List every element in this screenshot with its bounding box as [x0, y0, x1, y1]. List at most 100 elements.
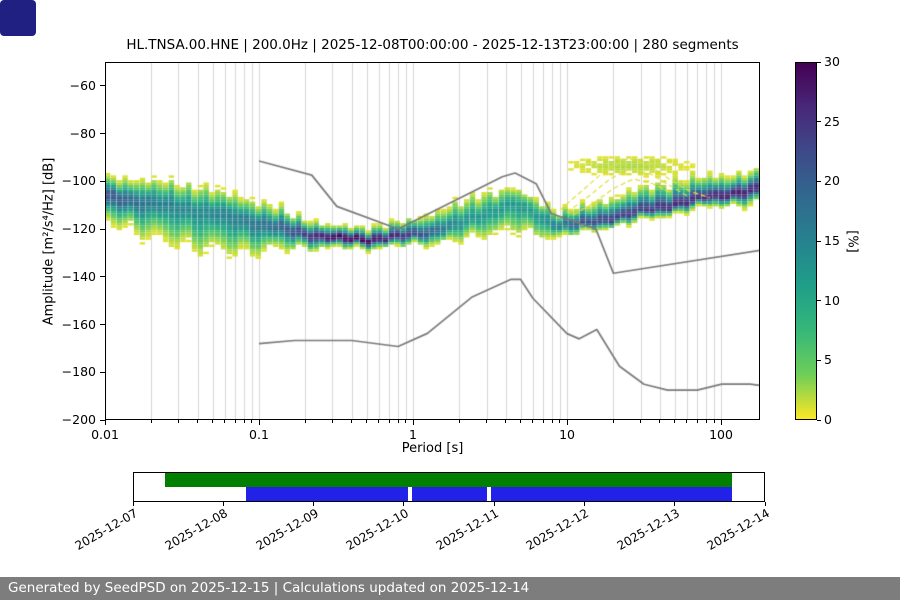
colorbar-tick-mark: [817, 240, 821, 242]
x-minor-tick-mark: [551, 420, 553, 423]
y-tick-label: −80: [69, 125, 96, 141]
y-tick-label: −200: [61, 412, 96, 427]
x-minor-tick-mark: [486, 420, 487, 423]
x-minor-tick-mark: [542, 420, 544, 423]
timeline-coverage-bar: [164, 473, 732, 487]
x-minor-tick-mark: [559, 420, 561, 423]
colorbar-unit-label: [%]: [844, 230, 860, 253]
x-minor-tick-mark: [674, 420, 676, 423]
x-minor-tick-mark: [331, 420, 333, 423]
x-minor-tick-mark: [458, 420, 460, 423]
y-tick-label: −60: [69, 77, 96, 93]
ppsd-heatmap-canvas: [105, 62, 760, 420]
timeline-data-bar-segment: [245, 487, 409, 501]
x-minor-tick-mark: [366, 420, 368, 423]
timeline-date-label: 2025-12-13: [614, 506, 682, 553]
timeline-tick-mark: [674, 502, 676, 506]
x-minor-tick-mark: [612, 420, 614, 423]
timeline-date-label: 2025-12-08: [162, 506, 231, 553]
colorbar-tick-label: 30: [824, 54, 840, 69]
y-tick-label: −100: [61, 173, 96, 189]
chart-title: HL.TNSA.00.HNE | 200.0Hz | 2025-12-08T00…: [126, 37, 739, 53]
y-tick-mark: [100, 180, 105, 182]
x-minor-tick-mark: [713, 420, 715, 423]
x-minor-tick-mark: [251, 420, 253, 423]
x-minor-tick-mark: [177, 420, 179, 423]
x-minor-tick-mark: [197, 420, 199, 423]
timeline-data-bar-segment: [411, 487, 488, 501]
timeline-date-label: 2025-12-07: [72, 506, 140, 553]
timeline-tick-mark: [132, 502, 134, 506]
colorbar-tick-mark: [817, 121, 821, 123]
status-bar: Generated by SeedPSD on 2025-12-15 | Cal…: [0, 577, 900, 600]
x-minor-tick-mark: [150, 420, 152, 423]
x-minor-tick-mark: [224, 420, 226, 423]
y-tick-mark: [100, 276, 105, 278]
x-tick-label: 1: [409, 427, 417, 442]
x-axis-label: Period [s]: [401, 441, 464, 456]
x-tick-label: 100: [709, 427, 733, 442]
x-minor-tick-mark: [405, 420, 407, 423]
y-tick-label: −180: [61, 364, 96, 380]
x-minor-tick-mark: [696, 420, 698, 423]
x-tick-mark: [720, 420, 722, 425]
y-tick-mark: [100, 324, 105, 326]
colorbar-tick-mark: [817, 359, 821, 361]
y-tick-mark: [100, 371, 105, 373]
x-minor-tick-mark: [520, 420, 522, 423]
x-minor-tick-mark: [397, 420, 399, 423]
x-tick-label: 0.1: [249, 427, 269, 442]
x-minor-tick-mark: [378, 420, 380, 423]
x-tick-mark: [566, 420, 568, 425]
y-tick-label: −120: [61, 221, 96, 237]
colorbar-tick-label: 20: [824, 173, 840, 189]
colorbar-tick-label: 15: [824, 233, 840, 248]
colorbar-tick-label: 5: [824, 352, 832, 368]
timeline-tick-mark: [583, 502, 585, 506]
timeline-data-bar-segment: [491, 487, 732, 501]
x-minor-tick-mark: [351, 420, 353, 423]
availability-timeline: [133, 472, 765, 502]
x-minor-tick-mark: [212, 420, 214, 423]
colorbar-tick-label: 25: [824, 113, 840, 129]
x-minor-tick-mark: [659, 420, 661, 423]
y-tick-mark: [100, 228, 105, 230]
x-minor-tick-mark: [304, 420, 306, 423]
timeline-date-label: 2025-12-11: [433, 506, 502, 553]
colorbar-tick-mark: [817, 300, 821, 302]
y-tick-mark: [100, 85, 105, 87]
x-minor-tick-mark: [388, 420, 390, 423]
colorbar-tick-label: 10: [824, 292, 840, 308]
x-tick-mark: [258, 420, 260, 425]
x-minor-tick-mark: [686, 420, 688, 423]
x-minor-tick-mark: [234, 420, 236, 423]
x-minor-tick-mark: [243, 420, 245, 423]
timeline-tick-mark: [222, 502, 224, 506]
y-tick-mark: [100, 419, 105, 421]
timeline-date-label: 2025-12-09: [253, 506, 321, 553]
colorbar-tick-mark: [817, 61, 821, 63]
timeline-tick-mark: [493, 502, 495, 506]
timeline-tick-mark: [403, 502, 405, 506]
seedpsd-logo[interactable]: [0, 0, 36, 36]
colorbar: [795, 62, 817, 420]
colorbar-gradient: [796, 63, 816, 419]
colorbar-tick-label: 0: [824, 412, 832, 427]
y-tick-mark: [100, 133, 105, 135]
timeline-date-label: 2025-12-10: [343, 506, 411, 553]
x-minor-tick-mark: [505, 420, 507, 423]
timeline-tick-mark: [313, 502, 315, 506]
x-minor-tick-mark: [532, 420, 534, 423]
x-tick-mark: [412, 420, 414, 425]
x-tick-label: 10: [559, 427, 575, 442]
timeline-date-label: 2025-12-12: [524, 506, 592, 553]
x-minor-tick-mark: [705, 420, 707, 423]
x-tick-mark: [104, 420, 106, 425]
y-tick-label: −160: [61, 316, 96, 332]
colorbar-tick-mark: [817, 180, 821, 182]
timeline-tick-mark: [764, 502, 766, 506]
x-minor-tick-mark: [640, 420, 642, 423]
x-tick-label: 0.01: [91, 427, 119, 442]
y-tick-label: −140: [61, 268, 96, 284]
